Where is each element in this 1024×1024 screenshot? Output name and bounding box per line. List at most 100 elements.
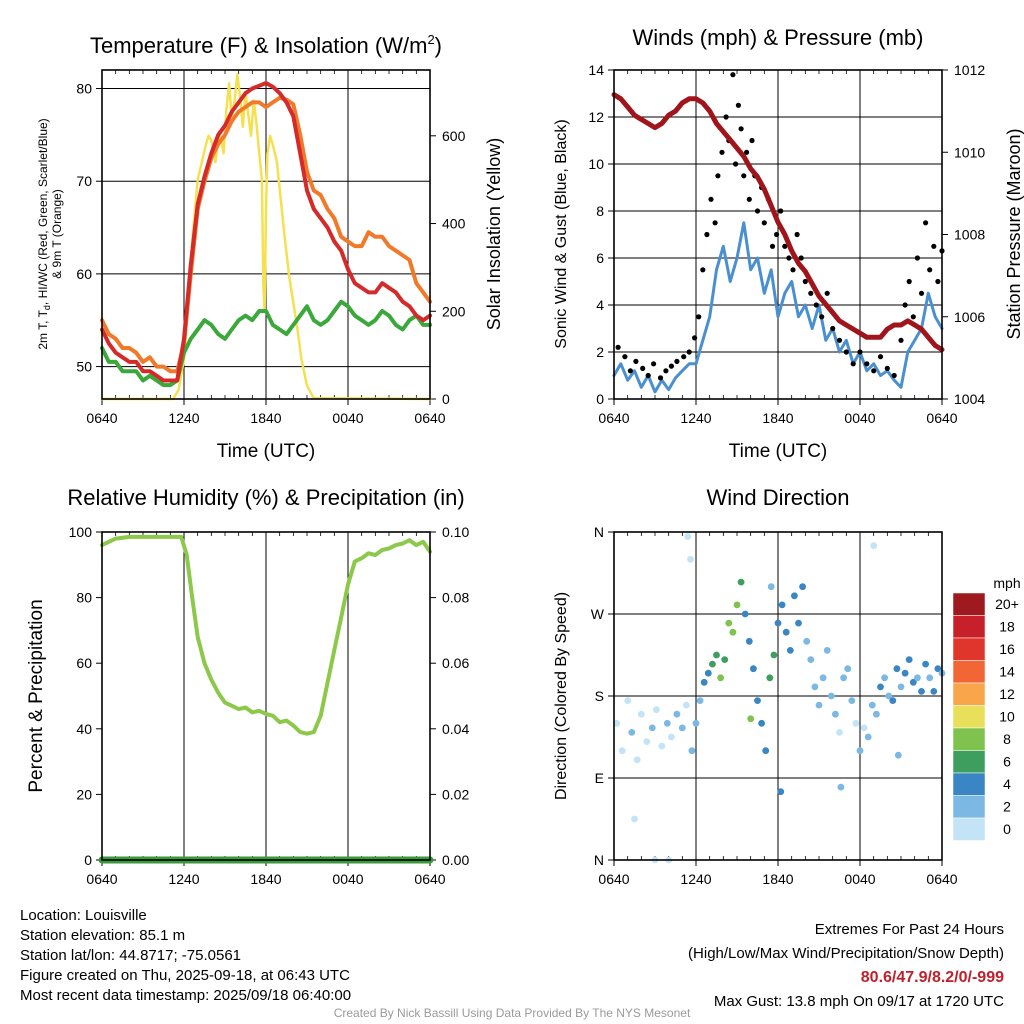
colorbar-swatch (952, 727, 986, 751)
direction-panel: 0640 1240 1840 0040 0640 N E S W N (591, 524, 958, 887)
direction-point (700, 678, 708, 686)
humidity-title: Relative Humidity (%) & Precipitation (i… (67, 485, 464, 510)
temp-9m-line (100, 95, 432, 374)
direction-point (725, 619, 733, 627)
direction-point (782, 628, 790, 636)
y2-tick-label: 1012 (954, 62, 985, 78)
y2-tick-label: 1010 (954, 144, 985, 160)
direction-point (860, 724, 868, 732)
y2-tick-label: 0.04 (442, 721, 469, 737)
x-tick-label: 0640 (598, 410, 629, 426)
y-tick-label: 60 (76, 655, 92, 671)
y-tick-label: 80 (76, 81, 92, 97)
pressure-line (611, 92, 945, 353)
gust-point (769, 243, 776, 249)
gust-point (708, 196, 714, 202)
gust-point (914, 255, 921, 261)
y2-tick-label: 0.06 (442, 655, 469, 671)
direction-point (873, 710, 880, 718)
direction-point (709, 660, 716, 668)
gust-point (754, 208, 761, 214)
y-tick-label: 8 (596, 203, 604, 219)
gust-point (651, 361, 657, 367)
colorbar-label: 6 (1003, 754, 1011, 770)
gust-point (857, 349, 863, 355)
y2-tick-label: 0 (442, 391, 450, 407)
gust-point (715, 173, 721, 179)
x-tick-label: 0640 (926, 871, 957, 887)
gust-point (774, 231, 780, 238)
direction-point (683, 701, 690, 709)
location-text: Location: Louisville (20, 907, 147, 924)
direction-point (870, 542, 878, 550)
gust-point (730, 72, 736, 78)
direction-point (633, 756, 641, 764)
latlon-text: Station lat/lon: 44.8717; -75.0561 (20, 947, 242, 964)
direction-point (934, 665, 942, 673)
colorbar-label: 20+ (995, 596, 1019, 612)
direction-point (791, 592, 798, 600)
direction-point (889, 697, 897, 704)
gust-point (864, 361, 870, 367)
direction-ylabel: Direction (Colored By Speed) (553, 592, 570, 800)
gust-point (836, 337, 843, 343)
gust-point (645, 372, 651, 379)
direction-point (762, 747, 770, 755)
direction-point (885, 692, 893, 700)
temperature-xlabel: Time (UTC) (217, 441, 316, 462)
colorbar-label: 2 (1003, 799, 1011, 815)
colorbar-swatch (952, 682, 986, 706)
gust-point (738, 126, 744, 132)
gust-point (723, 114, 729, 120)
x-tick-label: 0640 (926, 410, 957, 426)
winds-panel: 0640 1240 1840 0040 064002468101214100410061… (588, 62, 985, 426)
gust-point (733, 161, 739, 167)
direction-point (631, 815, 638, 823)
x-tick-label: 1840 (762, 410, 793, 426)
direction-point (823, 647, 831, 654)
y2-tick-label: 1004 (954, 391, 985, 407)
gust-point (850, 361, 856, 367)
gust-point (931, 243, 937, 249)
gust-point (808, 290, 814, 296)
direction-point (868, 701, 876, 709)
winds-xlabel: Time (UTC) (729, 441, 828, 462)
gust-point (746, 196, 752, 202)
direction-point (754, 697, 761, 704)
temperature-ylabel-line2: & 9m T (Orange) (50, 189, 64, 279)
gust-point (633, 358, 639, 364)
temperature-ylabel-right: Solar Insolation (Yellow) (484, 138, 504, 330)
speed-colorbar: 20+ 18 16 14 12 10 8 6 4 2 0 (952, 592, 1019, 841)
gust-point (744, 149, 750, 155)
direction-point (832, 710, 839, 718)
y-tick-label: 70 (76, 173, 92, 189)
max-gust-text: Max Gust: 13.8 mph On 09/17 at 1720 UTC (713, 993, 1004, 1010)
gust-point (927, 267, 933, 273)
gust-point (871, 368, 877, 374)
y-tick-label: 0 (84, 852, 92, 868)
x-tick-label: 0640 (414, 871, 445, 887)
direction-point (713, 651, 720, 659)
colorbar-swatch (952, 750, 986, 774)
temperature-panel: 0640 1240 1840 0040 0640 50 60 70 80 0 200 400 600 (76, 69, 466, 426)
elevation-text: Station elevation: 85.1 m (20, 927, 186, 944)
gust-point (891, 372, 897, 379)
gust-point (830, 325, 836, 332)
direction-point (737, 578, 745, 586)
y2-tick-label: 1006 (954, 309, 985, 325)
colorbar-swatch (952, 637, 986, 661)
direction-point (687, 555, 694, 563)
created-text: Figure created on Thu, 2025-09-18, at 06… (20, 967, 350, 984)
gust-point (877, 354, 884, 360)
gust-point (712, 220, 718, 226)
x-tick-label: 1240 (168, 410, 199, 426)
y-tick-label: 50 (76, 359, 92, 375)
extremes-subtitle: (High/Low/Max Wind/Precipitation/Snow De… (688, 945, 1004, 962)
y2-tick-label: 200 (442, 303, 466, 319)
direction-point (643, 738, 651, 745)
y2-tick-label: 0.02 (442, 786, 469, 802)
y-tick-label: 2 (596, 344, 604, 360)
extremes-values: 80.6/47.9/8.2/0/-999 (860, 969, 1004, 986)
gust-point (794, 231, 800, 238)
